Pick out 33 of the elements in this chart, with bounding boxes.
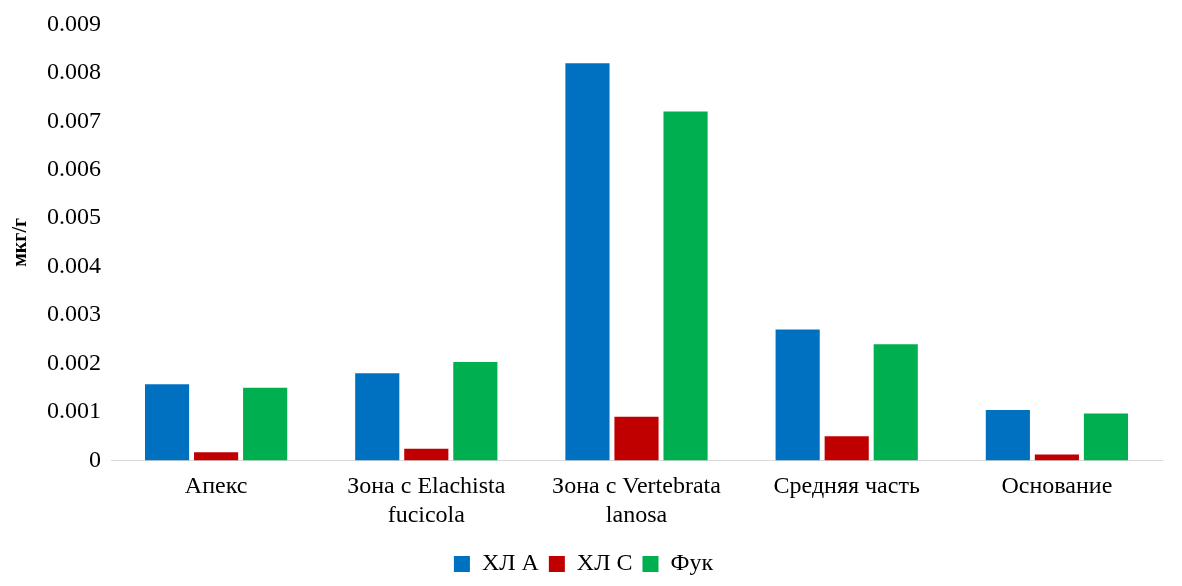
y-tick-label: 0.004 [47, 251, 101, 278]
y-axis-title: мкг/г [8, 217, 31, 267]
bar [985, 410, 1030, 461]
y-tick-label: 0.003 [47, 300, 101, 327]
y-tick-label: 0.001 [47, 397, 101, 424]
y-tick-label: 0.007 [47, 106, 101, 133]
x-tick-label: Основание [1001, 472, 1113, 499]
y-tick-label: 0.005 [47, 203, 101, 230]
legend-label: ХЛ А [481, 549, 540, 576]
bar [404, 448, 449, 461]
x-tick-label: Апекс [184, 472, 248, 499]
bar [663, 111, 708, 461]
bar [355, 373, 400, 461]
y-tick-label: 0 [89, 445, 101, 472]
x-tick-label: Зона с Elachista fucicola [347, 472, 506, 527]
y-tick-label: 0.008 [47, 58, 101, 85]
bar [824, 436, 869, 461]
bar [243, 387, 288, 461]
bar [565, 63, 610, 461]
y-tick-label: 0.002 [47, 348, 101, 375]
y-tick-label: 0.009 [47, 9, 101, 36]
legend-label: Фук [670, 549, 714, 576]
bar [453, 362, 498, 461]
x-tick-label: Зона с Vertebrata lanosa [552, 472, 722, 527]
legend-label: ХЛ С [576, 549, 633, 576]
bar [775, 329, 820, 461]
bar [194, 452, 239, 461]
bar [614, 416, 659, 461]
bar [873, 344, 918, 461]
bar [1083, 413, 1129, 461]
x-tick-label: Средняя часть [773, 472, 920, 499]
bar [144, 384, 190, 461]
y-tick-label: 0.006 [47, 155, 101, 182]
